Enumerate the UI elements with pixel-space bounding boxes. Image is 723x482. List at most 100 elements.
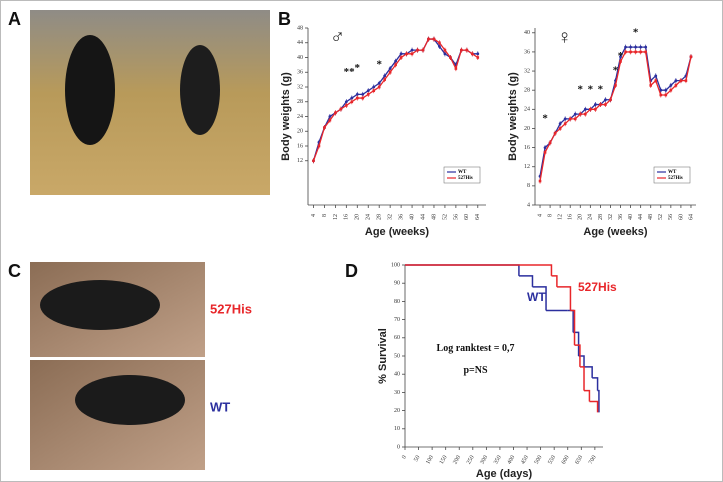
y-tick-label: 32 (524, 68, 530, 74)
y-tick-label: 20 (394, 408, 400, 414)
point (689, 55, 693, 59)
point (664, 93, 668, 97)
point (443, 52, 447, 56)
point (465, 48, 469, 52)
point (405, 52, 408, 56)
x-tick-label: 12 (558, 214, 564, 220)
point (339, 107, 343, 111)
y-tick-label: 20 (297, 129, 303, 135)
series-line (312, 38, 478, 161)
point (624, 45, 627, 49)
x-tick-label: 60 (678, 214, 684, 220)
point (372, 89, 376, 92)
y-tick-label: 70 (394, 317, 400, 323)
point (410, 48, 414, 52)
point (654, 79, 658, 82)
x-tick-label: 24 (588, 214, 594, 220)
y-tick-label: 40 (297, 55, 303, 61)
point (659, 88, 663, 92)
y-tick-label: 8 (527, 183, 530, 189)
point (573, 112, 577, 116)
series-line (312, 38, 479, 161)
x-tick-label: 300 (480, 455, 490, 466)
panel-label: D (345, 261, 358, 281)
y-tick-label: 40 (394, 372, 400, 378)
legend-label: WT (668, 170, 677, 175)
survival-step (570, 309, 576, 346)
survival-step (579, 366, 585, 391)
point (372, 85, 376, 89)
x-tick-label: 60 (464, 214, 470, 220)
point (543, 151, 547, 154)
x-tick-label: 20 (578, 214, 584, 220)
annotation: * (578, 84, 584, 96)
point (454, 67, 458, 70)
point (644, 50, 647, 54)
point (624, 50, 627, 54)
point (350, 96, 354, 100)
x-tick-label: 4 (537, 214, 543, 217)
point (383, 78, 386, 81)
point (548, 141, 552, 145)
point (604, 103, 607, 106)
survival-step (532, 286, 547, 311)
point (634, 45, 638, 49)
x-tick-label: 20 (355, 214, 361, 220)
y-tick-label: 28 (524, 88, 530, 94)
point (599, 103, 602, 106)
point (366, 89, 370, 93)
survival-step (584, 389, 591, 402)
point (629, 45, 632, 49)
axes (532, 28, 696, 208)
survival-step (567, 309, 574, 333)
point (416, 48, 419, 52)
photo-c-top (30, 262, 205, 357)
point (669, 84, 673, 87)
point (674, 79, 678, 83)
annotation: * (349, 66, 355, 78)
y-tick-label: 12 (524, 164, 530, 170)
point (432, 37, 436, 41)
x-tick-label: 28 (598, 214, 604, 220)
x-tick-label: 100 (425, 455, 435, 466)
point (659, 93, 663, 97)
x-tick-label: 200 (452, 455, 462, 466)
survival-step (584, 366, 593, 378)
x-tick-label: 32 (388, 214, 394, 220)
survival-step (405, 264, 520, 276)
point (438, 41, 441, 45)
point (644, 45, 648, 49)
x-tick-label: 64 (475, 214, 481, 220)
y-tick-label: 32 (297, 84, 303, 90)
annotation: * (588, 84, 594, 96)
point (594, 108, 597, 111)
annotation: * (618, 50, 624, 62)
y-tick-label: 12 (297, 158, 303, 164)
point (629, 50, 632, 54)
point (584, 112, 587, 116)
legend-label: WT (458, 170, 467, 175)
point (312, 159, 315, 163)
point (476, 56, 480, 59)
point (568, 117, 572, 121)
point (634, 50, 637, 54)
x-tick-label: 550 (547, 455, 557, 466)
x-tick-label: 8 (322, 214, 328, 217)
y-tick-label: 44 (297, 40, 303, 46)
y-tick-label: 4 (527, 202, 530, 208)
photo-label: WT (210, 399, 230, 414)
point (421, 48, 425, 52)
point (604, 98, 607, 102)
survival-step (592, 377, 599, 391)
photo-c-bottom (30, 360, 205, 470)
point (410, 52, 414, 56)
y-tick-label: 36 (297, 70, 303, 76)
point (619, 60, 622, 63)
legend-label: 527His (458, 176, 473, 181)
y-tick-label: 28 (297, 99, 303, 105)
x-tick-label: 44 (420, 214, 426, 220)
y-tick-label: 100 (391, 262, 400, 268)
annotation: p=NS (463, 365, 487, 376)
y-tick-label: 50 (394, 353, 400, 359)
